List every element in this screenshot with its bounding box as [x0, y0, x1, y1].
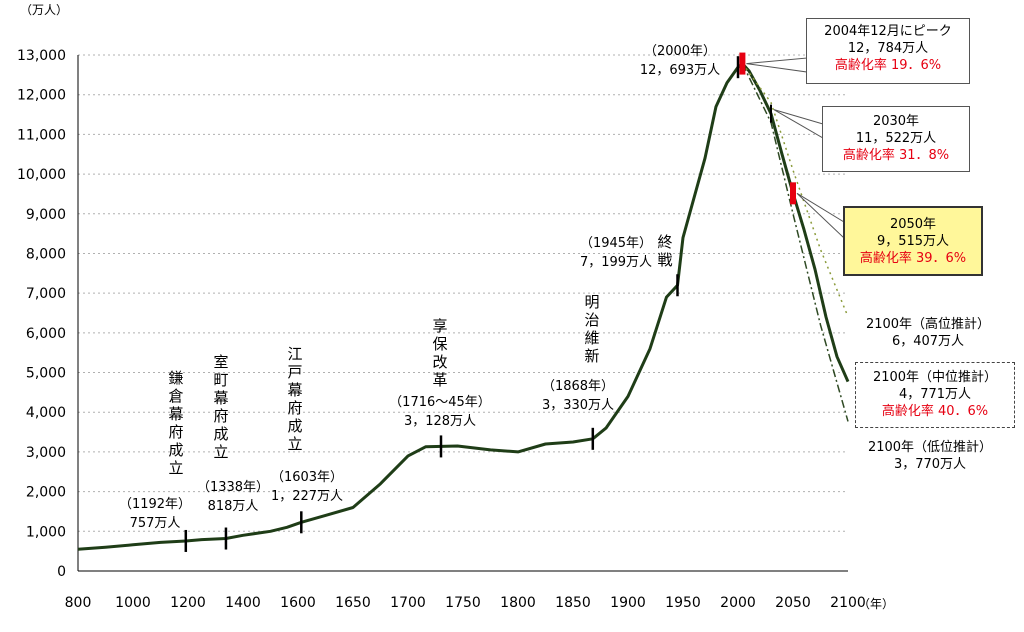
x-tick-label: 2050	[775, 595, 811, 611]
event-markers	[184, 52, 796, 552]
y-tick-label: 1,000	[26, 524, 66, 540]
y-tick-label: 0	[57, 564, 66, 580]
callout-2030-title: 2030年	[872, 114, 920, 129]
x-tick-label: 1750	[445, 595, 481, 611]
x-tick-label: 1600	[280, 595, 316, 611]
annotation-value: 12，693万人	[640, 63, 720, 78]
x-tick-label: 1800	[500, 595, 536, 611]
annotation-value: 757万人	[130, 516, 181, 531]
callout-2050-value: 9，515万人	[876, 234, 950, 249]
period-label: 室町幕府成立	[213, 353, 228, 461]
x-tick-label: 1200	[170, 595, 206, 611]
y-tick-label: 4,000	[26, 405, 66, 421]
callout-peak-title: 2004年12月にピーク	[824, 24, 952, 39]
annotation-year: （2000年）	[644, 44, 716, 59]
y-tick-label: 10,000	[17, 167, 66, 183]
x-tick-label: 2000	[720, 595, 756, 611]
y-tick-label: 9,000	[26, 207, 66, 223]
period-label: 鎌倉幕府成立	[168, 369, 183, 477]
annotation-value: 3，128万人	[404, 414, 476, 429]
period-label: 享保改革	[432, 317, 447, 389]
annotation-year: （1603年）	[271, 470, 343, 485]
callout-peak-value: 12，784万人	[847, 41, 929, 56]
label-2100-high-title: 2100年（高位推計）	[865, 317, 991, 332]
y-tick-label: 3,000	[26, 445, 66, 461]
highlight-marker	[739, 52, 746, 75]
callout-2100-mid-aging-rate: 高齢化率 40．6%	[881, 404, 989, 419]
annotation-year: （1868年）	[542, 379, 614, 394]
annotation-value: 1，227万人	[271, 489, 343, 504]
period-label: 終戦	[657, 233, 672, 269]
callout-2030-aging-rate: 高齢化率 31．8%	[842, 148, 950, 163]
y-tick-label: 5,000	[26, 366, 66, 382]
series-line-dash-dot	[741, 63, 849, 422]
series-lines	[77, 62, 850, 551]
label-2100-low-value: 3，770万人	[893, 457, 967, 472]
callout-peak-aging-rate: 高齢化率 19．6%	[834, 58, 942, 73]
callout-2100-mid: 2100年（中位推計） 4，771万人 高齢化率 40．6%	[855, 362, 1015, 428]
annotation-value: 818万人	[208, 499, 259, 514]
x-tick-label: 1000	[115, 595, 151, 611]
y-tick-label: 8,000	[26, 246, 66, 262]
y-tick-label: 11,000	[17, 127, 66, 143]
series-line-solid	[77, 62, 850, 551]
x-tick-label: 1900	[610, 595, 646, 611]
x-tick-label: 800	[65, 595, 92, 611]
label-2100-high: 2100年（高位推計） 6，407万人	[848, 316, 1008, 350]
y-tick-label: 12,000	[17, 88, 66, 104]
annotation-value: 7，199万人	[580, 255, 652, 270]
annotation-year: （1192年）	[119, 497, 191, 512]
callout-2050: 2050年 9，515万人 高齢化率 39．6%	[843, 206, 983, 276]
y-tick-label: 6,000	[26, 326, 66, 342]
callout-2050-title: 2050年	[889, 217, 937, 232]
callout-peak: 2004年12月にピーク 12，784万人 高齢化率 19．6%	[806, 18, 970, 84]
annotation-value: 3，330万人	[542, 398, 614, 413]
x-tick-label: 1400	[225, 595, 261, 611]
tick-labels: 0 1,000 2,000 3,000 4,000 5,000 6,000 7,000 8,00…	[17, 48, 866, 611]
y-tick-label: 13,000	[17, 48, 66, 64]
annotations: （1192年） 757万人 （1338年） 818万人 （1603年） 1，227万人 （1…	[119, 44, 720, 531]
period-label: 明治維新	[584, 293, 599, 365]
callout-2030-value: 11，522万人	[855, 131, 937, 146]
callout-2030: 2030年 11，522万人 高齢化率 31．8%	[822, 106, 970, 172]
x-tick-label: 1950	[665, 595, 701, 611]
axes	[77, 55, 848, 572]
callout-leader	[746, 57, 808, 73]
label-2100-low-title: 2100年（低位推計）	[867, 440, 993, 455]
highlight-marker	[790, 182, 796, 205]
y-tick-label: 7,000	[26, 286, 66, 302]
x-tick-label: 1700	[390, 595, 426, 611]
callout-2050-aging-rate: 高齢化率 39．6%	[859, 251, 967, 266]
x-tick-label: 2100	[830, 595, 866, 611]
annotation-year: （1716～45年）	[389, 395, 491, 410]
callout-2100-mid-value: 4，771万人	[898, 387, 972, 402]
label-2100-high-value: 6，407万人	[891, 334, 965, 349]
x-tick-label: 1850	[555, 595, 591, 611]
callout-leader	[773, 109, 824, 139]
callout-2100-mid-title: 2100年（中位推計）	[872, 370, 998, 385]
grid-lines	[78, 54, 848, 532]
annotation-year: （1338年）	[197, 480, 269, 495]
y-axis-unit: （万人）	[20, 3, 68, 17]
x-tick-label: 1650	[335, 595, 371, 611]
annotation-year: （1945年）	[580, 236, 652, 251]
label-2100-low: 2100年（低位推計） 3，770万人	[850, 439, 1010, 473]
period-label: 江戸幕府成立	[287, 345, 302, 453]
y-tick-label: 2,000	[26, 485, 66, 501]
x-axis-unit: （年）	[858, 597, 894, 611]
